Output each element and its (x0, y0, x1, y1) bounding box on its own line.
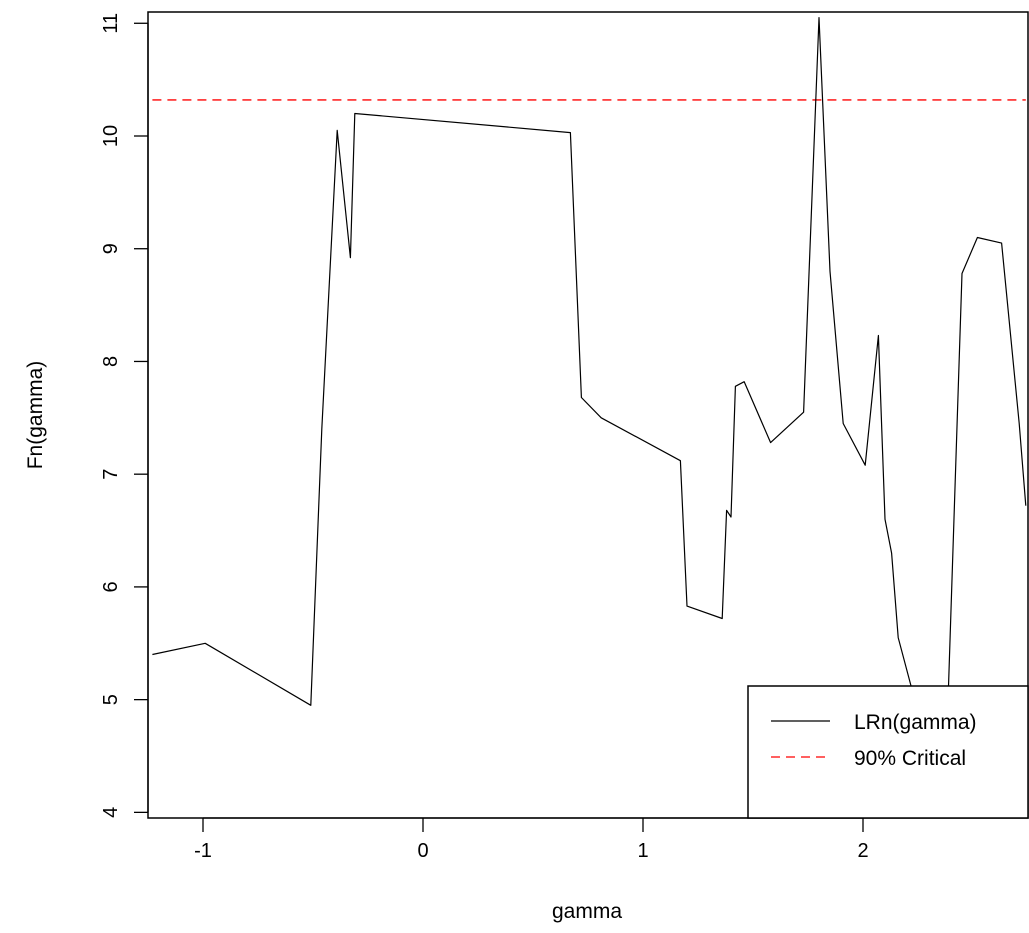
y-axis: 4 5 6 7 8 9 10 11 (100, 13, 149, 818)
x-tick-label: -1 (194, 840, 212, 862)
y-tick-label: 8 (100, 356, 122, 367)
series-line-lrn (152, 17, 1027, 780)
legend: LRn(gamma) 90% Critical (747, 685, 1029, 819)
y-tick-label: 7 (100, 469, 122, 480)
x-tick-label: 1 (637, 840, 648, 862)
legend-label-critical: 90% Critical (854, 747, 966, 770)
legend-label-lrn: LRn(gamma) (854, 711, 977, 734)
x-tick-label: 0 (417, 840, 428, 862)
y-axis-title: Fn(gamma) (24, 361, 47, 470)
plot-area (152, 17, 1027, 780)
y-tick-label: 11 (100, 13, 122, 34)
legend-box (747, 685, 1029, 819)
x-tick-label: 2 (857, 840, 868, 862)
y-tick-label: 10 (100, 125, 122, 147)
y-tick-label: 6 (100, 581, 122, 592)
y-tick-label: 9 (100, 243, 122, 254)
x-axis: -1 0 1 2 (194, 817, 869, 862)
y-tick-label: 5 (100, 694, 122, 705)
x-axis-title: gamma (552, 900, 622, 923)
y-tick-label: 4 (100, 807, 122, 818)
